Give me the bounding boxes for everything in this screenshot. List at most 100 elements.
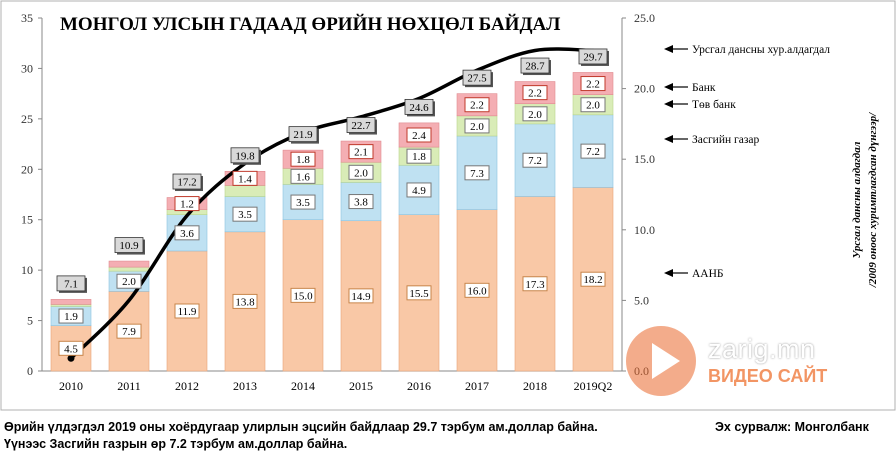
data-label-box [464,165,490,181]
watermark-name: zarig.mn [708,334,816,364]
data-label: 7.9 [122,326,136,338]
data-label: 11.9 [178,306,197,318]
data-label: 1.2 [180,199,194,211]
x-tick-label: 2018 [523,379,547,393]
data-label: 2.0 [354,167,368,179]
right-axis: 0.05.010.015.020.025.0 [621,11,655,378]
y2-label-line1: Урсгал дансны алдагдал [851,141,863,258]
data-label-box [348,164,374,180]
data-label-box [580,271,606,287]
data-label-box [290,287,316,303]
x-tick-label: 2011 [117,379,141,393]
legend-arrow-head [664,135,673,143]
x-tick-label: 2017 [465,379,489,393]
data-label: 15.5 [409,288,429,300]
data-label-box [348,288,374,304]
footnote-line-2: Үүнээс Засгийн газрын өр 7.2 тэрбум ам.д… [4,437,348,451]
total-label-box [462,69,492,86]
data-label-box [232,170,258,186]
data-label: 3.5 [296,197,310,209]
data-label-box [174,225,200,241]
legend-label: Банк [692,82,716,94]
watermark: zarig.mn ВИДЕО САЙТ [626,326,846,396]
chart-border [0,0,896,411]
y2-label-line2: /2009 оноос хуримтлагдсан дүнгээр/ [867,112,879,288]
data-label: 4.5 [64,343,78,355]
total-label-box [520,57,550,74]
total-label: 29.7 [583,51,603,63]
total-label-box [578,48,608,65]
y-tick-label: 20 [21,162,33,176]
data-label: 3.5 [238,209,252,221]
legend-arrow-head [664,269,673,277]
data-label: 2.2 [470,100,484,112]
watermark-tagline: ВИДЕО САЙТ [708,366,828,386]
legend: Урсгал дансны хур.алдагдал Банк Төв банк За… [664,44,830,280]
total-label-box [288,126,318,143]
data-label: 2.2 [586,79,600,91]
data-label: 3.8 [354,197,368,209]
data-label: 18.2 [583,274,602,286]
source-note: Эх сурвалж: Монголбанк [715,420,869,434]
data-label-box [580,97,606,113]
data-label: 16.0 [467,285,487,297]
data-label: 1.4 [238,173,252,185]
data-label-box [580,76,606,92]
x-tick-label: 2016 [407,379,431,393]
data-label: 2.0 [122,276,136,288]
total-label: 17.2 [177,177,196,189]
legend-label: Урсгал дансны хур.алдагдал [692,44,830,56]
data-label-box [348,194,374,210]
data-label: 2.0 [528,109,542,121]
y-tick-label: 5 [27,314,33,328]
data-label-box [174,196,200,212]
data-label-box [522,106,548,122]
bar-segment [108,260,150,268]
data-label-box [116,323,142,339]
data-label-box [406,285,432,301]
line-start-marker [67,354,75,362]
y-tick-label: 35 [21,11,33,25]
bar-segment [50,299,92,305]
data-label: 2.1 [354,147,368,159]
data-label: 2.2 [528,88,542,100]
labels: 4.5 1.9 7.9 2.0 11.9 3.6 1.2 13.8 3.5 1.4 15.0 3.5 1… [56,48,609,356]
footnote-line-1: Өрийн үлдэгдэл 2019 оны хоёрдугаар улирл… [4,420,598,434]
chart-title: МОНГОЛ УЛСЫН ГАДААД ӨРИЙН НӨХЦӨЛ БАЙДАЛ [60,13,560,35]
total-label: 19.8 [235,150,255,162]
data-label-box [522,85,548,101]
y2-tick-label: 15.0 [634,152,655,166]
left-axis: 0 5 10 15 20 25 30 35 [21,11,43,378]
x-tick-label: 2012 [175,379,199,393]
total-label-box [230,147,260,164]
data-label-box [290,168,316,184]
data-label: 15.0 [293,290,313,302]
y-tick-label: 30 [21,61,33,75]
total-label-box [404,98,434,115]
x-tick-label: 2013 [233,379,257,393]
y-tick-label: 25 [21,112,33,126]
bar-segment [50,304,92,307]
y2-tick-label: 25.0 [634,11,655,25]
data-label: 1.8 [412,151,426,163]
data-label: 14.9 [351,291,371,303]
x-tick-label: 2019Q2 [574,379,613,393]
data-label: 1.6 [296,171,310,183]
data-label-box [464,282,490,298]
data-label-box [290,151,316,167]
total-label: 22.7 [351,120,371,132]
data-label-box [580,143,606,159]
data-label-box [116,273,142,289]
data-label-box [522,276,548,292]
data-label-box [58,308,84,324]
data-label-box [406,148,432,164]
x-tick-label: 2014 [291,379,315,393]
data-label: 2.4 [412,130,426,142]
play-icon [652,343,680,379]
total-label: 24.6 [409,102,429,114]
total-label: 28.7 [525,61,545,73]
data-label: 3.6 [180,228,194,240]
data-label-box [464,118,490,134]
data-label-box [232,206,258,222]
